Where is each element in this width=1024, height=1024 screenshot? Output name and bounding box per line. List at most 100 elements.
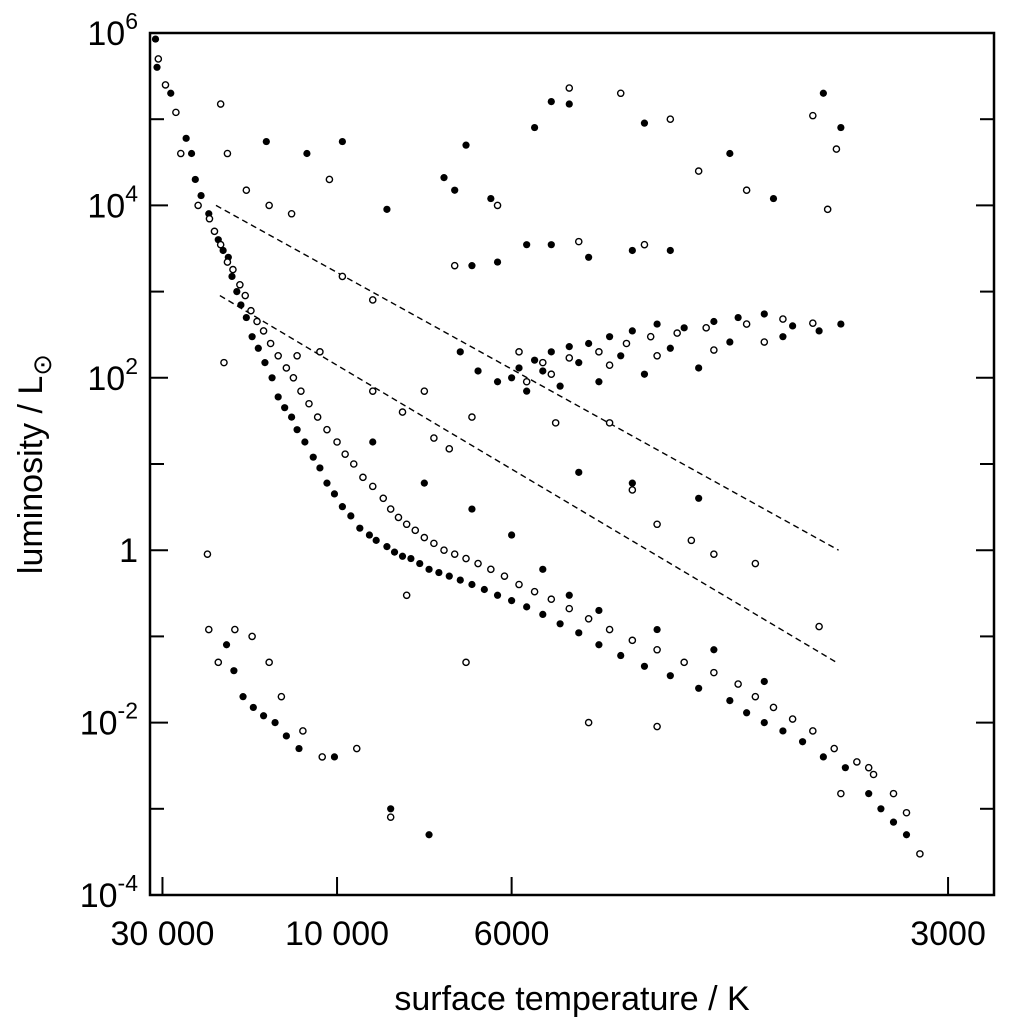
filled-star-point <box>556 382 564 390</box>
open-star-point <box>864 763 873 772</box>
filled-star-point <box>617 651 625 660</box>
filled-star-point <box>666 246 674 255</box>
filled-star-point <box>539 367 547 375</box>
open-star-point <box>402 591 411 600</box>
open-star-point <box>653 645 661 654</box>
open-star-point <box>223 149 232 158</box>
open-star-point <box>666 115 675 123</box>
open-star-point <box>702 324 710 332</box>
open-star-point <box>430 539 438 548</box>
open-star-point <box>274 351 282 360</box>
filled-star-point <box>640 662 649 670</box>
open-star-point <box>710 346 718 354</box>
filled-star-point <box>282 732 290 740</box>
open-star-point <box>595 348 603 356</box>
filled-star-point <box>287 413 296 421</box>
filled-star-point <box>585 253 593 261</box>
open-star-point <box>809 111 817 120</box>
open-star-point <box>673 329 681 337</box>
filled-star-point <box>254 344 262 352</box>
x-axis-title: surface temperature / K <box>394 980 750 1018</box>
open-star-point <box>305 399 313 408</box>
filled-star-point <box>228 272 236 281</box>
filled-star-point <box>666 344 674 352</box>
filled-star-point <box>523 387 531 395</box>
filled-star-point <box>743 709 751 717</box>
filled-star-point <box>628 479 636 487</box>
filled-star-point <box>695 364 703 372</box>
open-star-point <box>359 473 367 482</box>
filled-star-point <box>187 149 196 158</box>
open-star-point <box>236 280 244 289</box>
open-star-point <box>176 149 185 158</box>
filled-star-point <box>383 205 391 213</box>
open-star-point <box>349 460 358 468</box>
open-star-point <box>440 546 448 555</box>
filled-star-point <box>640 119 649 127</box>
filled-star-point <box>468 262 476 270</box>
filled-star-point <box>356 524 364 532</box>
open-star-point <box>769 703 778 712</box>
open-star-point <box>653 722 661 731</box>
open-star-point <box>547 370 556 379</box>
filled-star-point <box>338 503 346 511</box>
open-star-point <box>779 315 787 323</box>
filled-star-point <box>585 339 593 348</box>
open-star-point <box>538 358 547 367</box>
filled-star-point <box>760 719 768 727</box>
filled-star-point <box>595 606 603 615</box>
filled-star-point <box>451 186 459 194</box>
filled-star-point <box>726 149 734 158</box>
filled-star-point <box>547 348 555 356</box>
filled-star-point <box>456 576 464 584</box>
filled-star-point <box>493 258 502 266</box>
filled-star-point <box>530 356 539 364</box>
filled-star-point <box>760 677 768 686</box>
filled-star-point <box>769 194 778 203</box>
open-star-point <box>223 258 232 266</box>
open-star-point <box>468 413 476 421</box>
open-star-point <box>640 240 649 249</box>
open-star-point <box>297 387 305 395</box>
open-star-point <box>450 550 459 558</box>
open-star-point <box>646 332 655 341</box>
open-star-point <box>815 622 823 631</box>
filled-star-point <box>515 364 523 372</box>
open-star-point <box>605 419 614 427</box>
open-star-point <box>809 319 817 327</box>
open-star-point <box>474 559 482 568</box>
filled-star-point <box>726 696 734 705</box>
filled-star-point <box>167 89 175 97</box>
filled-star-point <box>539 610 547 618</box>
open-star-point <box>214 658 223 667</box>
y-axis-title: luminosity / L⊙ <box>12 354 57 574</box>
filled-star-point <box>151 35 160 43</box>
open-star-point <box>287 209 296 218</box>
filled-star-point <box>798 738 807 746</box>
filled-star-point <box>653 320 661 328</box>
open-star-point <box>832 145 841 153</box>
open-star-point <box>889 789 898 798</box>
filled-star-point <box>249 703 257 712</box>
filled-star-point <box>726 338 734 346</box>
open-star-point <box>205 214 214 223</box>
open-star-point <box>605 361 614 370</box>
filled-star-point <box>480 585 488 594</box>
filled-star-point <box>365 531 374 539</box>
filled-star-point <box>387 805 395 813</box>
open-star-point <box>565 354 574 362</box>
filled-star-point <box>523 241 531 249</box>
open-star-point <box>487 565 495 574</box>
y-tick-label: 104 <box>87 180 138 225</box>
open-star-point <box>710 550 718 558</box>
open-star-point <box>751 559 760 568</box>
filled-star-point <box>233 288 241 296</box>
open-star-point <box>338 272 347 281</box>
filled-star-point <box>760 310 768 318</box>
open-star-point <box>622 339 631 348</box>
open-star-point <box>299 727 307 735</box>
filled-star-point <box>407 554 415 563</box>
filled-star-point <box>789 322 797 330</box>
open-star-point <box>574 237 583 246</box>
open-star-point <box>247 306 255 315</box>
